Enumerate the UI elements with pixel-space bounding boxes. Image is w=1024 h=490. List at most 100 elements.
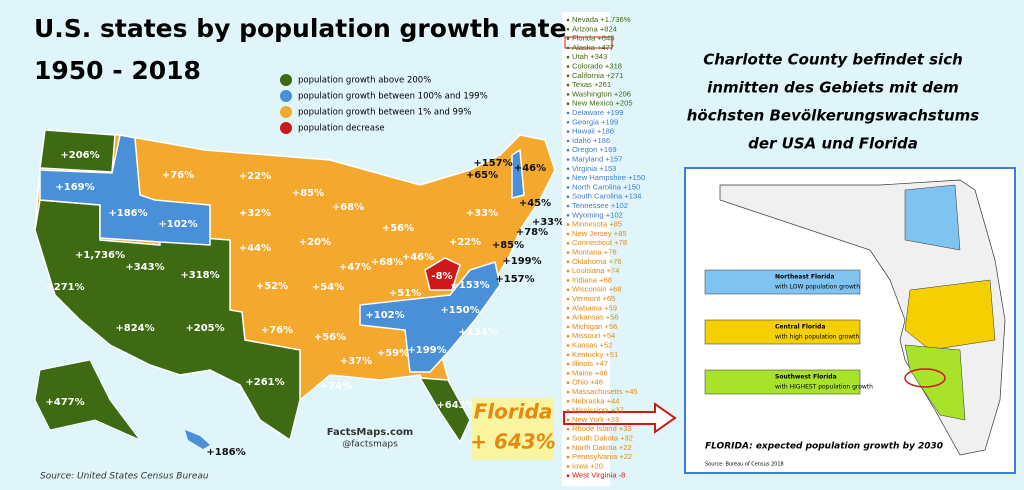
ranking-item: Florida +643 bbox=[572, 34, 614, 43]
ranking-bullet bbox=[566, 400, 570, 403]
ranking-item: Virginia +153 bbox=[572, 164, 616, 173]
state-label: +78% bbox=[516, 227, 548, 238]
ranking-item: South Carolina +134 bbox=[572, 192, 641, 201]
german-text: inmitten des Gebiets mit dem bbox=[707, 79, 959, 97]
title: U.S. states by population growth rate bbox=[34, 14, 567, 43]
state-label: +22% bbox=[449, 237, 481, 248]
ranking-bullet bbox=[566, 139, 570, 143]
ranking-bullet bbox=[566, 83, 570, 87]
ranking-bullet bbox=[566, 437, 570, 440]
inset-legend-title: Northeast Florida bbox=[775, 274, 835, 281]
ranking-item: Wyoming +102 bbox=[572, 210, 623, 219]
inset-swatch bbox=[704, 269, 861, 295]
ranking-bullet bbox=[566, 130, 570, 133]
ranking-bullet bbox=[566, 186, 570, 189]
ranking-bullet bbox=[566, 279, 570, 282]
region-blue-nh bbox=[511, 148, 525, 199]
state-label: +205% bbox=[185, 323, 224, 334]
state-label: +150% bbox=[440, 305, 479, 316]
ranking-item: Georgia +199 bbox=[572, 117, 618, 126]
ranking-bullet bbox=[566, 111, 570, 115]
state-label: +65% bbox=[466, 170, 498, 181]
ranking-item: Connecticut +78 bbox=[572, 238, 627, 247]
state-label: +85% bbox=[492, 240, 524, 251]
state-label: +52% bbox=[256, 281, 288, 292]
state-label: +44% bbox=[239, 243, 271, 254]
state-label: +22% bbox=[239, 171, 271, 182]
state-label: +134% bbox=[458, 327, 497, 338]
state-label: +68% bbox=[371, 257, 403, 268]
callout: Florida bbox=[474, 400, 553, 424]
ranking-item: New Hampshire +150 bbox=[572, 173, 645, 182]
us-map bbox=[34, 129, 556, 449]
ranking-bullet bbox=[566, 381, 570, 385]
ranking-item: Montana +76 bbox=[572, 248, 617, 257]
ranking-item: Massachusetts +45 bbox=[572, 387, 638, 396]
arrow bbox=[563, 402, 677, 434]
state-label: +32% bbox=[239, 208, 271, 219]
state-label: +343% bbox=[125, 262, 164, 273]
ranking-item: Texas +261 bbox=[572, 80, 611, 89]
state-label: +47% bbox=[339, 262, 371, 273]
inset-legend-subtitle: with LOW population growth bbox=[775, 284, 860, 291]
state-label: +56% bbox=[314, 332, 346, 343]
state-label: +153% bbox=[450, 280, 489, 291]
source: Source: United States Census Bureau bbox=[40, 472, 209, 482]
ranking-item: Alaska +477 bbox=[572, 43, 614, 52]
region-red bbox=[424, 257, 461, 291]
ranking-item: New Jersey +85 bbox=[572, 229, 627, 238]
state-label: +157% bbox=[473, 158, 512, 169]
ranking-item: North Dakota +22 bbox=[572, 443, 632, 452]
ranking-item: Tennessee +102 bbox=[572, 201, 628, 210]
state-label: +33% bbox=[466, 208, 498, 219]
ranking-item: Iowa +20 bbox=[572, 461, 603, 470]
ranking-item: Washington +206 bbox=[572, 89, 631, 98]
ranking-item: Hawaii +186 bbox=[572, 127, 614, 136]
ranking-item: Indiana +68 bbox=[572, 275, 612, 284]
state-label: +56% bbox=[382, 223, 414, 234]
ranking-bullet bbox=[566, 251, 570, 254]
ranking-item: Arizona +824 bbox=[572, 24, 617, 33]
ranking-item: Rhode Island +33 bbox=[572, 424, 632, 433]
state-label: +102% bbox=[365, 310, 404, 321]
state-label: +46% bbox=[402, 252, 434, 263]
ranking-bullet bbox=[566, 409, 570, 412]
ranking-bullet bbox=[566, 372, 570, 375]
legend-label: population decrease bbox=[298, 124, 385, 134]
state-label: +37% bbox=[340, 356, 372, 367]
ranking-bullet bbox=[566, 325, 570, 329]
ranking-bullet bbox=[566, 474, 570, 478]
ranking-bullet bbox=[566, 316, 570, 319]
legend-label: population growth above 200% bbox=[298, 76, 431, 86]
ranking-bullet bbox=[566, 195, 570, 198]
ranking-bullet bbox=[566, 18, 570, 22]
state-label: +76% bbox=[162, 170, 194, 181]
ranking-item: Maine +46 bbox=[572, 368, 608, 377]
inset-caption: FLORIDA: expected population growth by 2… bbox=[705, 442, 943, 452]
ranking-bullet bbox=[566, 46, 570, 50]
ranking-item: Alabama +59 bbox=[572, 303, 617, 312]
ranking-bullet bbox=[566, 307, 570, 310]
ranking-bullet bbox=[566, 28, 570, 31]
ranking-bullet bbox=[566, 362, 570, 366]
ranking-item: Louisiana +74 bbox=[572, 266, 620, 275]
state-label: +33% bbox=[532, 217, 564, 228]
fl-central bbox=[904, 279, 996, 351]
ranking-item: South Dakota +32 bbox=[572, 434, 633, 443]
ranking-item: Illinois +47 bbox=[572, 359, 608, 368]
state-label: +59% bbox=[377, 348, 409, 359]
state-label: +68% bbox=[332, 202, 364, 213]
inset-legend-title: Southwest Florida bbox=[775, 374, 837, 381]
ranking-bullet bbox=[566, 65, 570, 68]
ranking-item: Oregon +169 bbox=[572, 145, 617, 154]
ranking-bullet bbox=[566, 204, 570, 208]
state-label: +1,736% bbox=[75, 250, 125, 261]
ranking-bullet bbox=[566, 176, 570, 180]
state-label: +206% bbox=[60, 150, 99, 161]
region-green-fl bbox=[418, 377, 471, 444]
inset-legend-subtitle: with high population growth bbox=[775, 334, 860, 341]
ranking-item: Colorado +318 bbox=[572, 62, 622, 71]
region-blue-west bbox=[39, 134, 211, 246]
brand: @factsmaps bbox=[342, 440, 398, 450]
